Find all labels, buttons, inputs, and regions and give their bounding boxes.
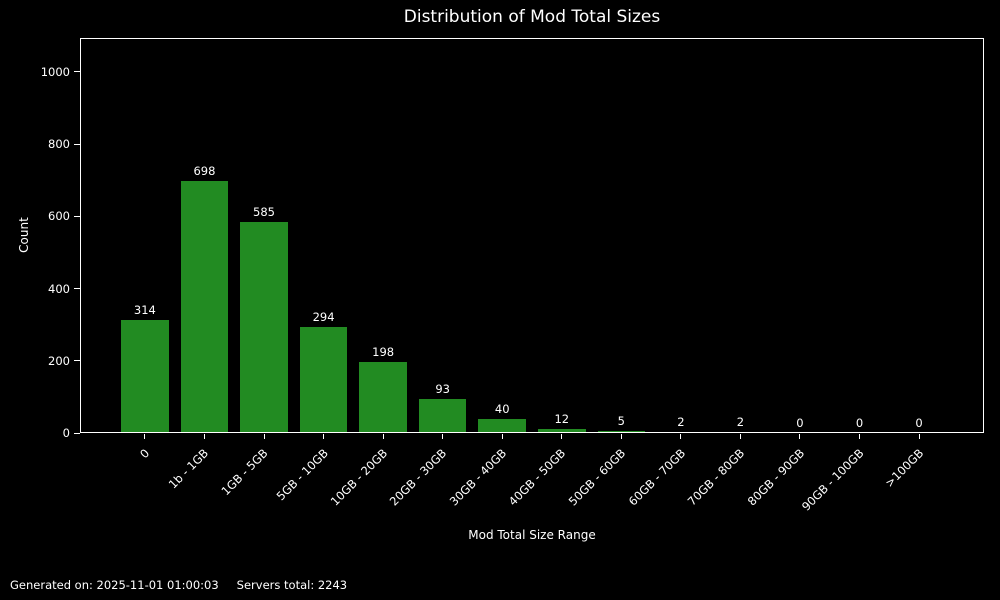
- x-tick-label-text: 1GB - 5GB: [218, 446, 271, 499]
- y-tick-mark: [74, 360, 80, 362]
- y-tick-label: 400: [48, 281, 70, 296]
- x-tick-mark: [442, 434, 444, 439]
- y-tick-label: 1000: [40, 64, 70, 79]
- x-axis-label: Mod Total Size Range: [468, 528, 596, 542]
- bar: [716, 432, 765, 433]
- x-tick-label-text: 40GB - 50GB: [506, 446, 569, 509]
- x-tick-mark: [680, 434, 682, 439]
- bar: [418, 399, 467, 433]
- x-tick-mark: [382, 434, 384, 439]
- y-tick-label: 200: [48, 353, 70, 368]
- bar-value-label: 40: [494, 401, 510, 416]
- y-tick-label: 800: [48, 137, 70, 152]
- footer: Generated on: 2025-11-01 01:00:03 Server…: [10, 578, 347, 592]
- bar-value-label: 93: [435, 382, 450, 397]
- x-tick-mark: [203, 434, 205, 439]
- x-tick-mark: [859, 434, 861, 439]
- y-tick-label: 0: [62, 426, 70, 440]
- bar-value-label: 314: [133, 302, 156, 317]
- x-tick-label-text: 70GB - 80GB: [684, 446, 748, 509]
- bar-value-label: 294: [312, 309, 335, 324]
- bar: [478, 418, 527, 433]
- x-tick-mark: [620, 434, 622, 439]
- bar-value-label: 5: [617, 414, 625, 429]
- bar-value-label: 2: [736, 415, 745, 430]
- x-tick-label-text: 80GB - 90GB: [744, 446, 807, 509]
- x-tick-label-text: 10GB - 20GB: [327, 446, 391, 509]
- chart-title: Distribution of Mod Total Sizes: [403, 7, 661, 27]
- x-tick-mark: [323, 434, 325, 439]
- x-tick-label-text: 60GB - 70GB: [625, 446, 688, 509]
- y-tick-mark: [74, 143, 80, 145]
- bar: [299, 326, 348, 433]
- x-tick-mark: [739, 434, 741, 439]
- x-tick-mark: [799, 434, 801, 439]
- x-tick-mark: [501, 434, 503, 439]
- bar-value-label: 198: [372, 344, 395, 359]
- x-tick-mark: [918, 434, 920, 439]
- bar-value-label: 2: [677, 415, 685, 430]
- bar: [359, 361, 407, 433]
- y-tick-mark: [74, 71, 80, 73]
- bar-value-label: 0: [796, 416, 804, 430]
- bar: [657, 432, 705, 433]
- x-tick-mark: [263, 434, 265, 439]
- bar-value-label: 12: [554, 411, 570, 426]
- bar-value-label: 585: [253, 204, 275, 219]
- bar-value-label: 0: [855, 416, 864, 430]
- x-tick-mark: [144, 434, 146, 439]
- y-tick-mark: [74, 288, 80, 290]
- bar-value-label: 698: [193, 163, 216, 178]
- y-tick-mark: [74, 215, 80, 217]
- x-tick-label-text: 20GB - 30GB: [387, 446, 450, 509]
- bar: [240, 221, 288, 433]
- x-tick-label-text: 50GB - 60GB: [565, 446, 629, 509]
- x-tick-label-text: 30GB - 40GB: [446, 446, 510, 509]
- x-tick-label-text: 0: [136, 446, 152, 462]
- bar: [537, 428, 586, 433]
- x-tick-mark: [561, 434, 563, 439]
- x-tick-label-text: >100GB: [881, 446, 926, 491]
- x-tick-label-text: 90GB - 100GB: [798, 446, 867, 514]
- bar: [180, 180, 229, 433]
- bar: [597, 431, 646, 433]
- footer-generated-timestamp: Generated on: 2025-11-01 01:00:03: [10, 578, 219, 592]
- footer-servers-total: Servers total: 2243: [236, 578, 348, 592]
- x-tick-label-text: 1b - 1GB: [165, 446, 212, 492]
- x-tick-label-text: 5GB - 10GB: [273, 446, 331, 504]
- y-tick-mark: [74, 432, 80, 434]
- bar-value-label: 0: [915, 416, 923, 430]
- y-tick-label: 600: [48, 209, 70, 224]
- bar: [121, 319, 169, 433]
